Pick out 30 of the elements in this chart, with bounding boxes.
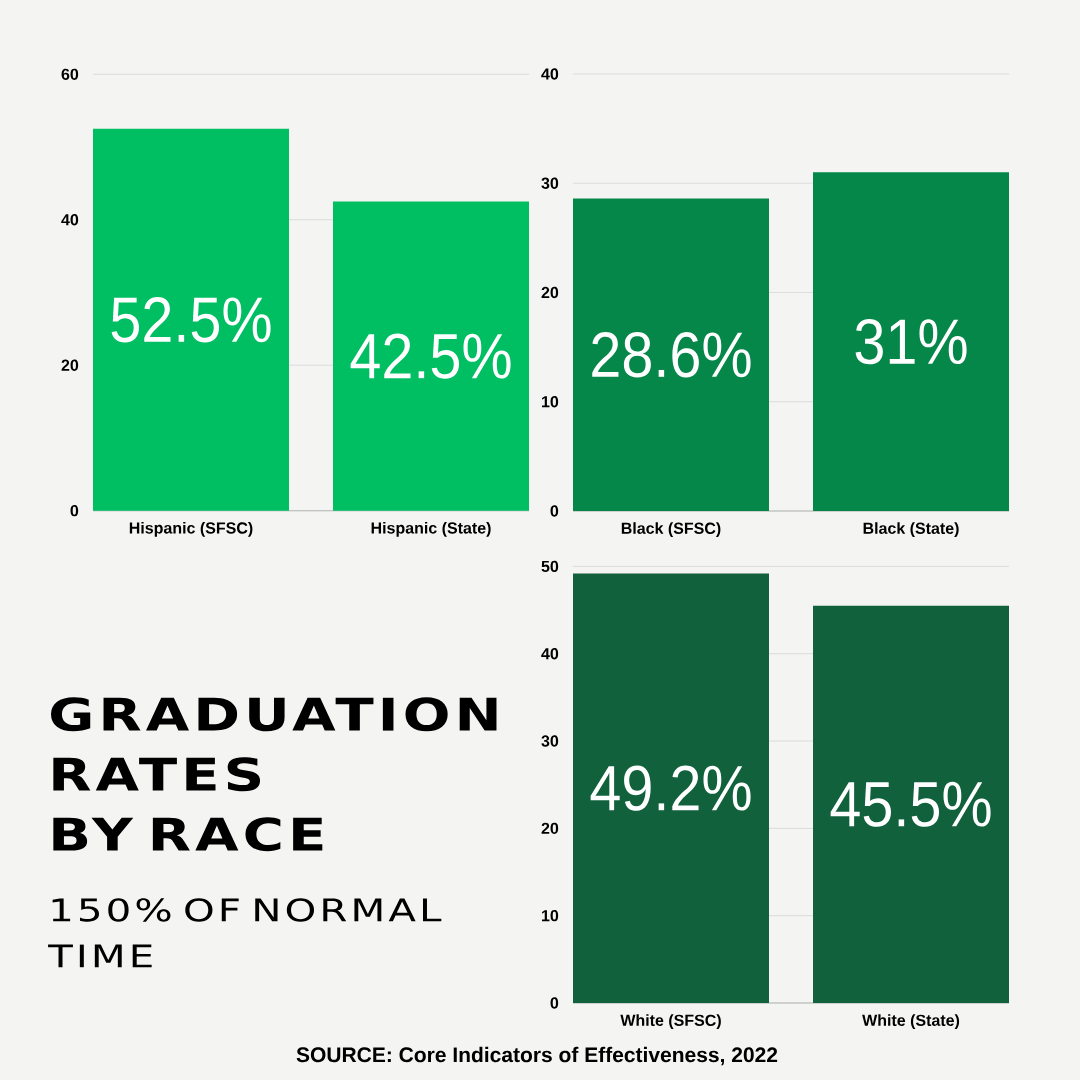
x-tick-label: White (State) (862, 1014, 960, 1030)
y-tick-label: 60 (61, 68, 79, 80)
y-tick-label: 10 (542, 396, 559, 408)
y-tick-label: 20 (61, 359, 79, 371)
data-label: 31% (855, 318, 967, 365)
text: 150% OF NORMAL TIME (48, 898, 442, 968)
y-tick-label: 30 (541, 177, 559, 189)
x-tick-label: Hispanic (State) (371, 521, 491, 537)
y-tick-label: 40 (541, 68, 559, 80)
data-label: 42.5% (350, 333, 511, 379)
y-tick-label: 0 (70, 505, 79, 517)
x-tick-label: Black (State) (863, 522, 959, 538)
y-tick-label: 40 (541, 648, 559, 660)
text: GRADUATION RATES BY RACE (51, 697, 497, 852)
y-tick-label: 0 (550, 997, 559, 1009)
y-tick-label: 20 (541, 822, 559, 835)
y-tick-label: 10 (542, 910, 559, 922)
source-note: SOURCE: Core Indicators of Effectiveness, 2022 (296, 1046, 778, 1066)
data-label: 49.2% (590, 765, 751, 811)
y-tick-label: 20 (541, 286, 559, 299)
x-tick-label: Black (SFSC) (621, 522, 721, 538)
x-tick-label: Hispanic (SFSC) (129, 521, 253, 537)
y-tick-label: 50 (541, 560, 559, 573)
data-label: 45.5% (830, 781, 991, 827)
y-tick-label: 0 (550, 505, 559, 517)
x-tick-label: White (SFSC) (620, 1014, 721, 1030)
y-tick-label: 40 (61, 214, 79, 226)
y-tick-label: 30 (541, 735, 559, 747)
data-label: 28.6% (592, 332, 751, 378)
data-label: 52.5% (111, 297, 271, 343)
